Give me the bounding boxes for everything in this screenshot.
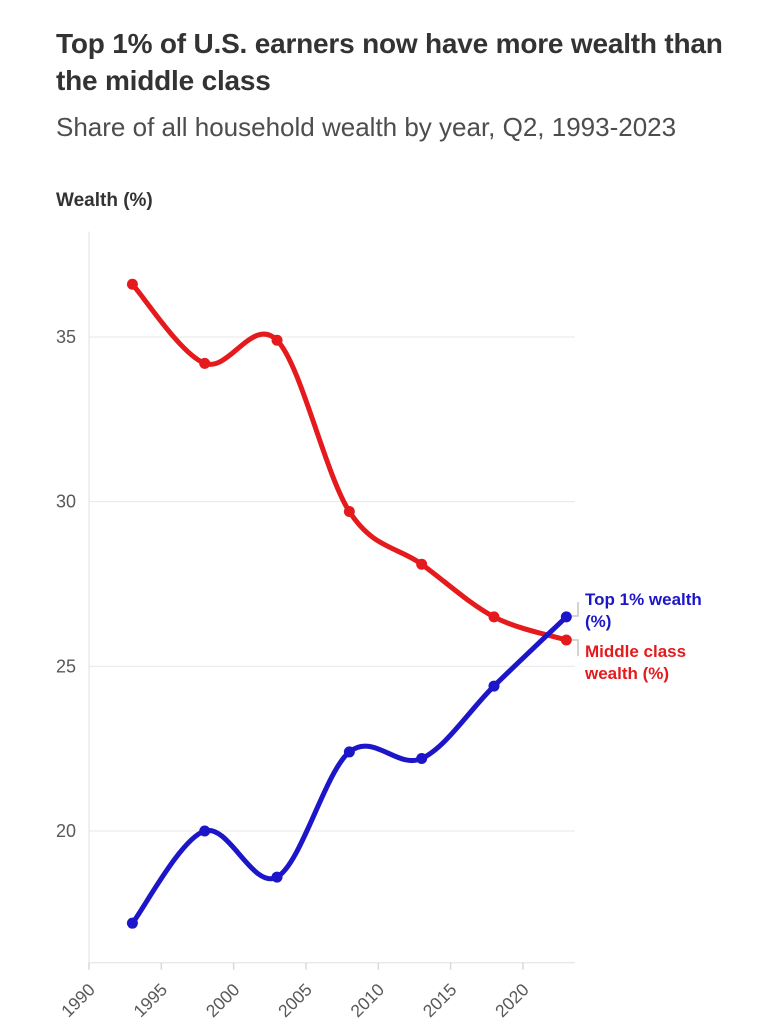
wealth-line-chart: 20 25 30 35 1990 1995 2000 2005 2010 2015 2020 Top…: [56, 231, 702, 1021]
data-point: [199, 825, 211, 837]
y-tick-label: 30: [56, 492, 76, 512]
plot-area: 20 25 30 35 1990 1995 2000 2005 2010 2015 2020: [56, 231, 575, 1021]
middle-series-label-line1: Middle class: [585, 642, 686, 661]
data-point: [343, 506, 355, 518]
data-point: [126, 917, 138, 929]
x-tick-label: 2005: [274, 979, 316, 1021]
x-tick-label: 1990: [57, 979, 99, 1021]
y-tick-label: 35: [56, 327, 76, 347]
middle-series-label-line2: wealth (%): [584, 664, 669, 683]
top1-series-label-line2: (%): [585, 612, 611, 631]
middle-label-connector: [572, 639, 579, 656]
top1-label-connector: [572, 602, 579, 617]
data-point: [271, 334, 283, 346]
data-point: [560, 634, 572, 646]
data-point: [416, 753, 428, 765]
chart-title: Top 1% of U.S. earners now have more wea…: [56, 27, 723, 96]
series-line: [129, 614, 569, 926]
data-point: [199, 357, 211, 369]
data-point: [416, 558, 428, 570]
top1-series-label-line1: Top 1% wealth: [585, 590, 702, 609]
series-line: [129, 281, 569, 643]
data-point: [343, 746, 355, 758]
data-point: [488, 680, 500, 692]
x-tick-label: 2020: [491, 979, 533, 1021]
data-point: [488, 611, 500, 623]
data-point: [271, 871, 283, 883]
x-tick-label: 2015: [419, 979, 461, 1021]
data-point: [560, 611, 572, 623]
chart-subtitle: Share of all household wealth by year, Q…: [56, 112, 677, 142]
data-point: [126, 278, 138, 290]
x-tick-label: 2000: [202, 979, 244, 1021]
y-axis-title: Wealth (%): [56, 190, 153, 211]
x-tick-label: 1995: [129, 979, 171, 1021]
y-tick-label: 25: [56, 656, 76, 676]
y-tick-label: 20: [56, 821, 76, 841]
x-tick-label: 2010: [346, 979, 388, 1021]
